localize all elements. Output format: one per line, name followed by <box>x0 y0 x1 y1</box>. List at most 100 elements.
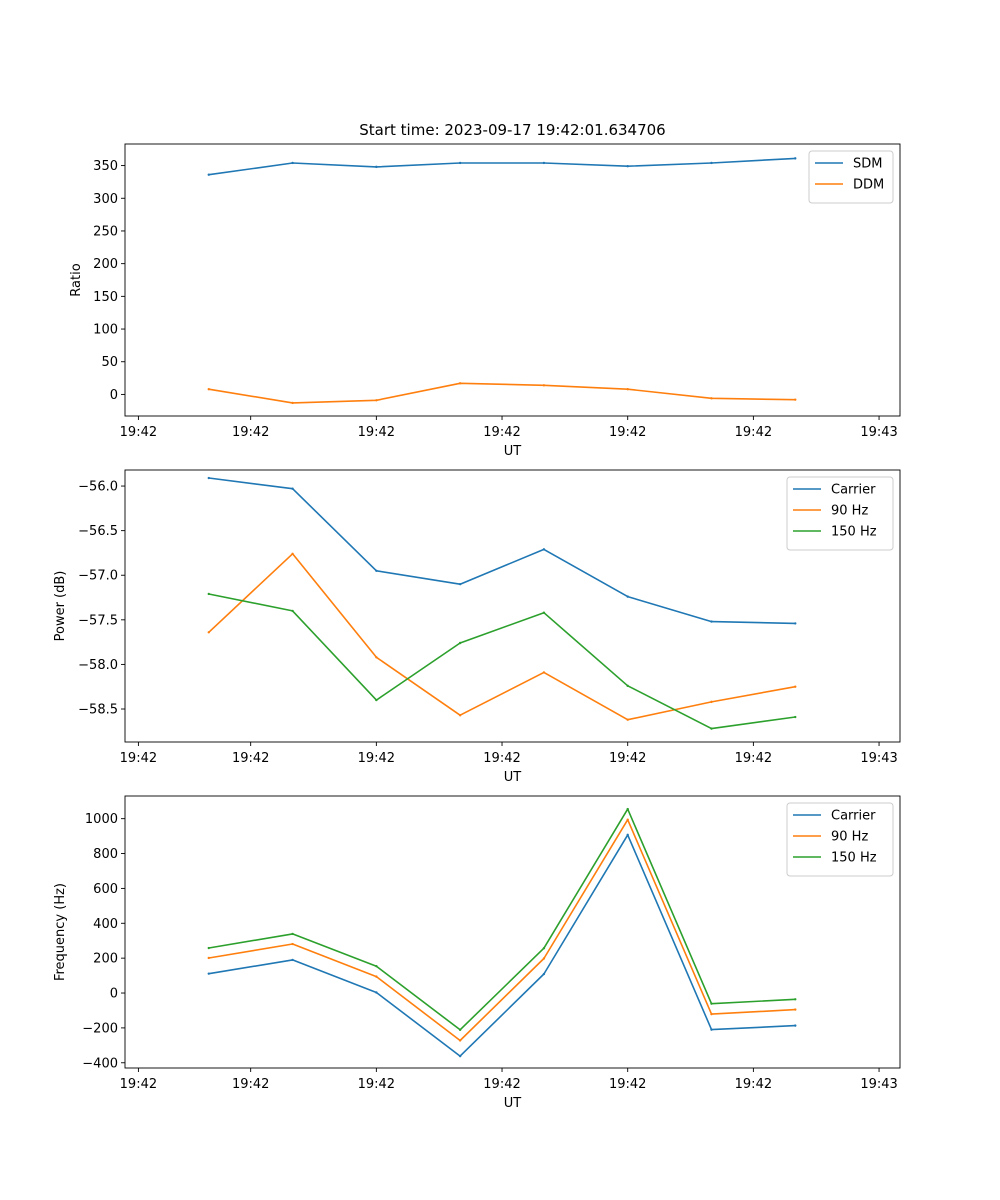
data-point <box>375 656 378 659</box>
data-point <box>291 609 294 613</box>
x-tick-label: 19:42 <box>120 1077 157 1092</box>
data-point <box>207 476 210 480</box>
data-point <box>375 975 378 978</box>
y-tick-label: 200 <box>93 257 118 272</box>
legend-label: 90 Hz <box>831 830 868 845</box>
data-point <box>291 487 294 490</box>
data-point <box>207 956 210 960</box>
data-point <box>794 998 797 1001</box>
y-tick-label: 0 <box>110 388 118 403</box>
y-tick-label: 250 <box>93 224 118 239</box>
y-tick-label: 50 <box>101 355 118 370</box>
y-tick-label: −56.5 <box>78 524 118 539</box>
x-tick-label: 19:43 <box>860 425 897 440</box>
data-point <box>458 382 462 385</box>
x-tick-label: 19:42 <box>120 425 157 440</box>
y-tick-label: 0 <box>110 987 118 1002</box>
data-point <box>207 946 210 950</box>
data-point <box>542 972 546 976</box>
y-tick-label: 200 <box>93 952 118 967</box>
series-line-90-hz <box>208 552 796 721</box>
x-tick-label: 19:42 <box>120 751 157 766</box>
legend-label: SDM <box>853 157 882 172</box>
y-tick-label: 400 <box>93 917 118 932</box>
data-point <box>291 958 294 962</box>
y-axis-label: Power (dB) <box>53 571 68 642</box>
y-tick-label: −58.5 <box>78 703 118 718</box>
data-point <box>375 165 378 169</box>
data-point <box>710 620 713 623</box>
y-tick-label: 100 <box>93 323 118 338</box>
data-point <box>626 387 629 391</box>
data-point <box>375 399 378 402</box>
plot-frame <box>124 469 901 743</box>
figure-title: Start time: 2023-09-17 19:42:01.634706 <box>359 121 665 139</box>
plot-frame <box>124 143 901 417</box>
y-tick-label: −56.0 <box>78 480 118 495</box>
y-tick-label: 800 <box>93 847 118 862</box>
x-tick-label: 19:42 <box>609 751 646 766</box>
y-tick-label: −58.0 <box>78 658 118 673</box>
y-tick-label: 1000 <box>85 812 118 827</box>
y-tick-label: 300 <box>93 192 118 207</box>
data-point <box>207 173 210 176</box>
x-tick-label: 19:42 <box>232 751 269 766</box>
data-point <box>710 161 713 165</box>
x-tick-label: 19:42 <box>735 751 772 766</box>
series-line-150-hz <box>208 593 796 730</box>
data-point <box>291 942 294 946</box>
series-line-150-hz <box>208 808 796 1031</box>
y-tick-label: 150 <box>93 290 118 305</box>
data-point <box>626 595 629 598</box>
y-axis-label: Frequency (Hz) <box>53 883 68 981</box>
data-point <box>626 718 629 721</box>
data-point <box>794 398 797 401</box>
data-point <box>710 1002 713 1005</box>
data-point <box>710 1012 713 1016</box>
data-point <box>542 671 546 674</box>
data-point <box>458 582 462 586</box>
x-tick-label: 19:42 <box>735 425 772 440</box>
y-tick-label: −200 <box>82 1021 118 1036</box>
legend-label: 150 Hz <box>831 851 877 866</box>
data-point <box>710 397 713 400</box>
data-point <box>375 698 378 702</box>
y-axis-label: Ratio <box>69 263 84 296</box>
y-tick-label: 600 <box>93 882 118 897</box>
data-point <box>626 165 629 168</box>
data-point <box>375 964 378 968</box>
data-point <box>710 727 713 730</box>
data-point <box>291 161 294 165</box>
x-tick-label: 19:42 <box>358 751 395 766</box>
y-tick-label: −400 <box>82 1056 118 1071</box>
x-axis-label: UT <box>504 444 522 459</box>
data-point <box>291 401 294 405</box>
data-point <box>710 1028 713 1031</box>
x-tick-label: 19:42 <box>609 1077 646 1092</box>
x-tick-label: 19:43 <box>860 1077 897 1092</box>
data-point <box>458 641 462 645</box>
data-point <box>458 1028 462 1032</box>
data-point <box>794 1008 797 1011</box>
x-axis-label: UT <box>504 770 522 785</box>
y-tick-label: −57.0 <box>78 569 118 584</box>
x-tick-label: 19:43 <box>860 751 897 766</box>
data-point <box>794 622 797 625</box>
series-line-ddm <box>208 382 796 404</box>
data-point <box>207 972 210 975</box>
data-point <box>291 552 294 556</box>
chart-panel-1: 0 50 100 150 200 250 300 350 19:42 19:42 19:42 19:4… <box>69 143 901 459</box>
data-point <box>542 161 546 165</box>
x-tick-label: 19:42 <box>735 1077 772 1092</box>
data-point <box>626 833 629 837</box>
data-point <box>542 611 546 614</box>
series-line-90-hz <box>208 818 796 1042</box>
x-tick-label: 19:42 <box>232 1077 269 1092</box>
data-point <box>458 1054 462 1058</box>
data-point <box>458 1039 462 1042</box>
legend-box <box>808 150 894 204</box>
data-point <box>291 932 294 936</box>
x-tick-label: 19:42 <box>483 425 520 440</box>
data-point <box>626 684 629 688</box>
data-point <box>626 818 629 821</box>
